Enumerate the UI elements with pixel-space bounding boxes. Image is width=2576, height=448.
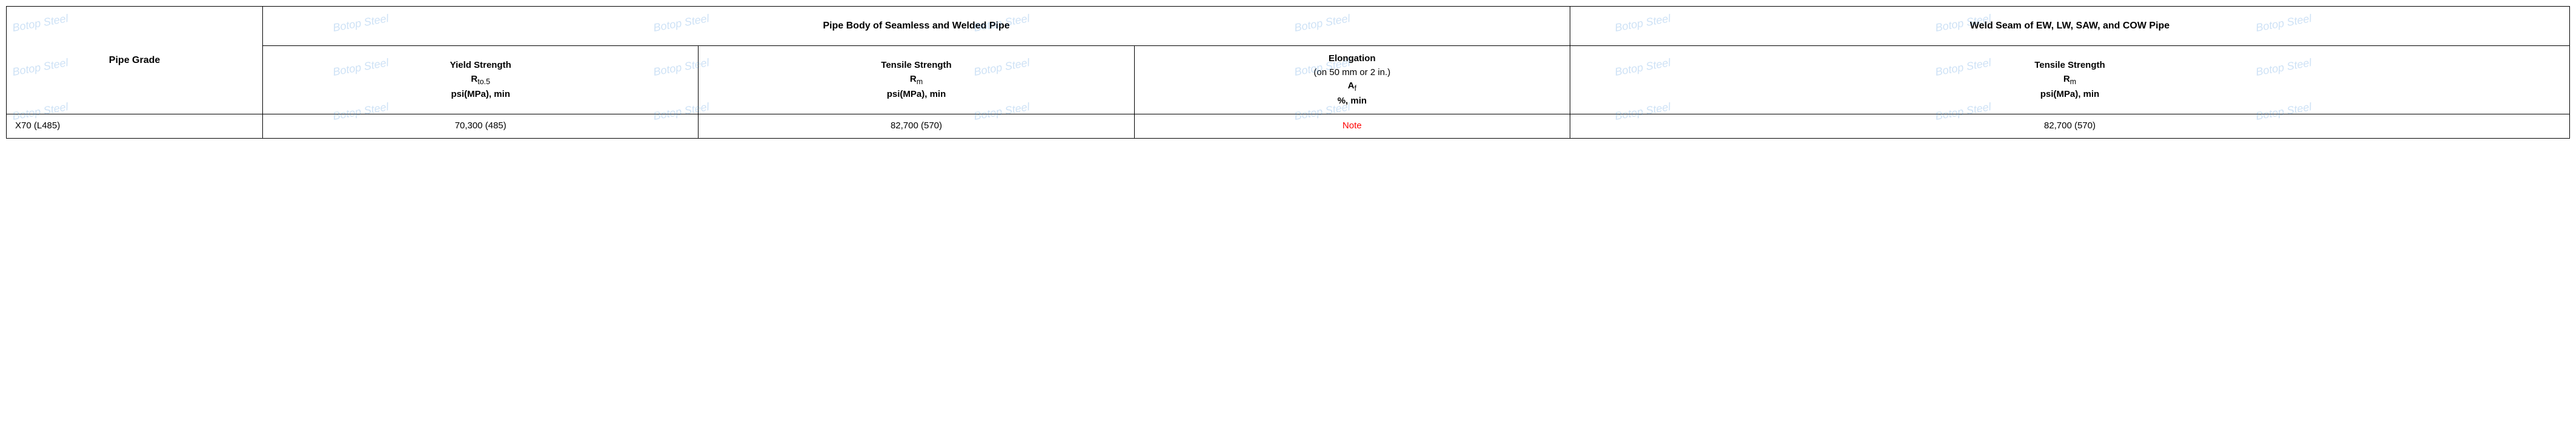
tensile-strength-symbol: R (910, 74, 917, 84)
col-header-tensile-strength: Tensile Strength Rm psi(MPa), min (699, 46, 1134, 114)
col-header-weld-tensile: Tensile Strength Rm psi(MPa), min (1570, 46, 2569, 114)
col-header-elongation: Elongation (on 50 mm or 2 in.) Af %, min (1134, 46, 1570, 114)
table-row: X70 (L485) 70,300 (485) 82,700 (570) Not… (7, 114, 2570, 139)
elongation-line1: Elongation (1329, 53, 1376, 64)
weld-tensile-line1: Tensile Strength (2034, 60, 2105, 70)
weld-tensile-symbol: R (2063, 74, 2070, 84)
elongation-subscript: f (1354, 84, 1356, 93)
elongation-unit: %, min (1338, 96, 1367, 106)
col-header-yield-strength: Yield Strength Rto.5 psi(MPa), min (263, 46, 699, 114)
col-group-pipe-body: Pipe Body of Seamless and Welded Pipe (263, 7, 1570, 46)
cell-yield: 70,300 (485) (263, 114, 699, 139)
yield-strength-unit: psi(MPa), min (451, 89, 510, 99)
tensile-strength-subscript: m (917, 77, 923, 86)
yield-strength-line1: Yield Strength (450, 60, 511, 70)
yield-strength-subscript: to.5 (477, 77, 490, 86)
tensile-strength-line1: Tensile Strength (881, 60, 951, 70)
tensile-strength-unit: psi(MPa), min (887, 89, 946, 99)
cell-tensile: 82,700 (570) (699, 114, 1134, 139)
col-header-pipe-grade: Pipe Grade (7, 7, 263, 114)
cell-grade: X70 (L485) (7, 114, 263, 139)
col-group-weld-seam: Weld Seam of EW, LW, SAW, and COW Pipe (1570, 7, 2569, 46)
cell-elongation-note: Note (1134, 114, 1570, 139)
weld-tensile-unit: psi(MPa), min (2040, 89, 2100, 99)
elongation-symbol: A (1348, 81, 1355, 91)
elongation-line2: (on 50 mm or 2 in.) (1313, 67, 1390, 77)
cell-weld-tensile: 82,700 (570) (1570, 114, 2569, 139)
pipe-properties-table: Pipe Grade Pipe Body of Seamless and Wel… (6, 6, 2570, 139)
weld-tensile-subscript: m (2070, 77, 2076, 86)
yield-strength-symbol: R (471, 74, 477, 84)
